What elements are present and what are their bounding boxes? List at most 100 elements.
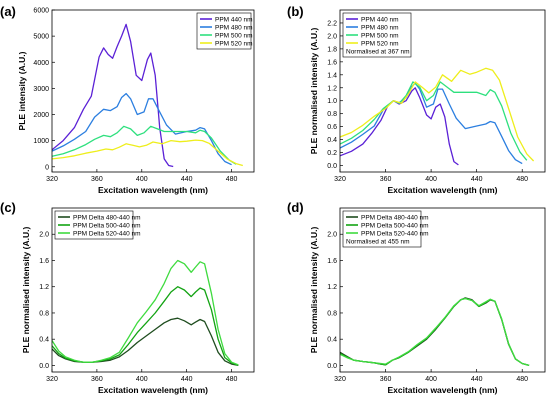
x-tick-label: 440 (471, 376, 483, 383)
y-tick-label: 6000 (33, 8, 49, 15)
y-tick-label: 1.8 (327, 46, 337, 53)
x-axis-label: Excitation wavelength (nm) (387, 185, 497, 195)
x-tick-label: 360 (380, 376, 392, 383)
y-tick-label: 1.2 (327, 284, 337, 291)
plot-frame (51, 9, 255, 173)
series-group (52, 23, 243, 168)
series-group (52, 259, 239, 367)
y-tick-label: 0.8 (327, 310, 337, 317)
x-tick-label: 320 (46, 176, 58, 183)
x-tick-label: 440 (181, 176, 193, 183)
series-line-4 (340, 67, 535, 162)
y-axis-label: PLE intensity (A.U.) (17, 51, 27, 130)
legend-note: Normalised at 367 nm (346, 48, 410, 55)
y-tick-label: 4000 (33, 60, 49, 67)
x-tick-label: 480 (226, 176, 238, 183)
x-tick-label: 360 (380, 176, 392, 183)
chart-panel-2: (b) 320 360 400 440 480 0.0 0.2 0.4 0.6 0.8 1.0 1.2 1… (287, 4, 546, 195)
plot-frame (339, 9, 546, 173)
y-tick-label: 0.0 (39, 363, 49, 370)
y-tick-label: 0.4 (39, 337, 49, 344)
series-line-3 (52, 125, 237, 165)
series-group (340, 297, 530, 367)
legend-entry: PPM 480 nm (215, 24, 253, 31)
panel-label: (b) (287, 4, 304, 19)
chart-panel-1: (a) 320 360 400 440 480 0 1000 2000 3000 4000 5000 6… (0, 4, 255, 195)
x-tick-label: 440 (181, 376, 193, 383)
x-tick-label: 320 (46, 376, 58, 383)
y-tick-label: 3000 (33, 86, 49, 93)
panel-label: (d) (287, 200, 304, 215)
series-line-4 (52, 139, 243, 167)
legend-entry: PPM Delta 500-440 nm (361, 222, 429, 229)
legend-entry: PPM 500 nm (215, 32, 253, 39)
y-tick-label: 0.4 (327, 137, 337, 144)
x-tick-label: 320 (334, 376, 346, 383)
legend-entry: PPM 500 nm (361, 32, 399, 39)
x-tick-label: 400 (136, 376, 148, 383)
legend-entry: PPM 480 nm (361, 24, 399, 31)
y-tick-label: 0 (45, 164, 49, 171)
series-group (340, 67, 535, 166)
y-tick-label: 2.0 (327, 33, 337, 40)
series-line-3 (340, 297, 530, 367)
x-tick-label: 360 (91, 376, 103, 383)
chart-panel-4: (d) 320 360 400 440 480 0.0 0.4 0.8 1.2 1.6 2.0 Exci… (287, 200, 546, 395)
x-axis-label: Excitation wavelength (nm) (387, 385, 497, 395)
y-tick-label: 0.8 (327, 111, 337, 118)
y-tick-label: 2.0 (327, 232, 337, 239)
series-line-2 (340, 297, 530, 367)
y-axis-label: PLE normalised intensity (A.U.) (309, 28, 319, 155)
y-tick-label: 5000 (33, 34, 49, 41)
x-tick-label: 480 (516, 176, 528, 183)
series-line-1 (52, 317, 239, 367)
legend-note: Normalised at 455 nm (346, 238, 410, 245)
y-tick-label: 1.0 (327, 98, 337, 105)
y-tick-label: 2.2 (327, 20, 337, 27)
plot-frame (51, 207, 255, 373)
series-line-2 (340, 82, 523, 165)
legend-entry: PPM Delta 500-440 nm (73, 222, 141, 229)
y-tick-label: 1.6 (327, 258, 337, 265)
series-line-3 (52, 259, 239, 366)
y-tick-label: 1.4 (327, 72, 337, 79)
panel-label: (a) (0, 4, 16, 19)
x-axis-label: Excitation wavelength (nm) (98, 185, 208, 195)
series-line-1 (52, 23, 174, 168)
legend-entry: PPM Delta 480-440 nm (361, 214, 429, 221)
panel-label: (c) (0, 200, 16, 215)
x-tick-label: 400 (425, 376, 437, 383)
x-tick-label: 440 (471, 176, 483, 183)
y-tick-label: 1.6 (39, 258, 49, 265)
series-line-2 (52, 286, 239, 367)
legend-entry: PPM 440 nm (215, 16, 253, 23)
plot-frame (339, 207, 546, 373)
y-tick-label: 0.2 (327, 150, 337, 157)
legend-entry: PPM 520 nm (361, 40, 399, 47)
legend-entry: PPM Delta 520-440 nm (73, 230, 141, 237)
legend-entry: PPM Delta 520-440 nm (361, 230, 429, 237)
legend-entry: PPM 520 nm (215, 40, 253, 47)
y-tick-label: 0.4 (327, 337, 337, 344)
y-tick-label: 1000 (33, 138, 49, 145)
y-tick-label: 1.2 (39, 284, 49, 291)
x-axis-label: Excitation wavelength (nm) (98, 385, 208, 395)
y-tick-label: 1.2 (327, 85, 337, 92)
y-tick-label: 2000 (33, 112, 49, 119)
legend-entry: PPM Delta 480-440 nm (73, 214, 141, 221)
x-tick-label: 480 (226, 376, 238, 383)
x-tick-label: 360 (91, 176, 103, 183)
y-tick-label: 0.0 (327, 363, 337, 370)
legend-entry: PPM 440 nm (361, 16, 399, 23)
x-tick-label: 480 (516, 376, 528, 383)
y-axis-label: PLE normalised intensity (A.U.) (309, 227, 319, 354)
x-tick-label: 400 (136, 176, 148, 183)
y-tick-label: 0.8 (39, 310, 49, 317)
y-tick-label: 2.0 (39, 232, 49, 239)
series-line-1 (340, 87, 459, 166)
